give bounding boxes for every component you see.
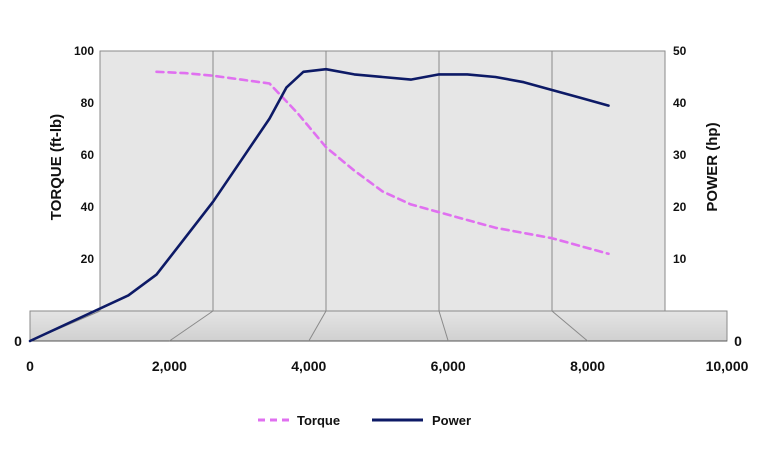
legend-power-label: Power (432, 413, 471, 428)
y-tick-right: 50 (673, 44, 687, 58)
y-tick-right: 10 (673, 252, 687, 266)
plot-floor (29, 310, 728, 342)
legend-torque-label: Torque (297, 413, 340, 428)
y-tick-left: 80 (81, 96, 95, 110)
series-layer (28, 67, 610, 343)
x-tick: 2,000 (152, 358, 187, 374)
floor-gridline (438, 310, 449, 342)
x-axis-ticks: 0 2,000 4,000 6,000 8,000 10,000 (26, 358, 749, 374)
x-tick: 10,000 (706, 358, 749, 374)
y-tick-right: 30 (673, 148, 687, 162)
x-tick: 4,000 (291, 358, 326, 374)
y-axis-left-title: TORQUE (ft-lb) (48, 114, 65, 220)
y-tick-left: 60 (81, 148, 95, 162)
x-tick: 0 (26, 358, 34, 374)
y-tick-right-zero: 0 (734, 333, 742, 349)
floor-gridline (551, 310, 588, 342)
y-tick-left: 20 (81, 252, 95, 266)
x-tick: 8,000 (570, 358, 605, 374)
plot-back-wall (99, 50, 666, 312)
y-tick-left-zero: 0 (14, 333, 22, 349)
y-tick-right: 40 (673, 96, 687, 110)
right-axis-ticks: 10 20 30 40 50 0 (673, 44, 742, 349)
x-tick: 6,000 (431, 358, 466, 374)
y-tick-left: 100 (74, 44, 94, 58)
series-power-line (28, 67, 610, 343)
gridlines (212, 51, 553, 311)
floor-gridline (169, 310, 214, 342)
y-axis-right-title: POWER (hp) (704, 122, 721, 211)
left-axis-ticks: 20 40 60 80 100 0 (14, 44, 94, 349)
legend: Torque Power (258, 413, 471, 428)
y-tick-right: 20 (673, 200, 687, 214)
y-tick-left: 40 (81, 200, 95, 214)
floor-gridline (308, 310, 327, 342)
